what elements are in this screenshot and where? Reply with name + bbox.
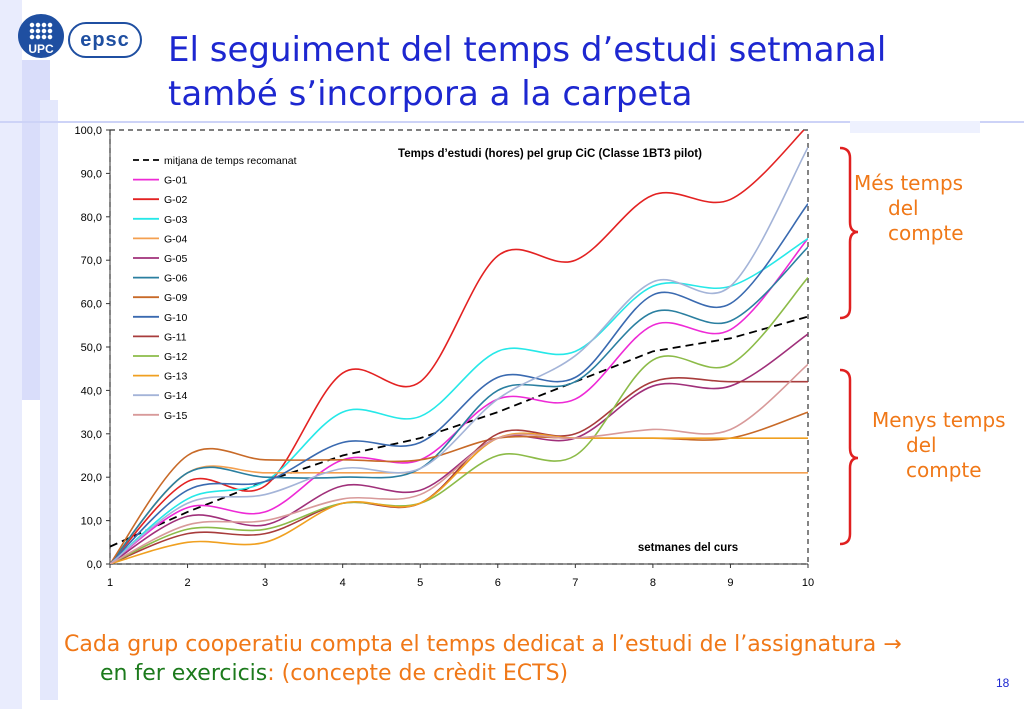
y-tick-label: 70,0 — [81, 255, 102, 267]
more-line-3: compte — [888, 221, 964, 245]
upc-logo-text: UPC — [28, 42, 54, 56]
series-line-g-10 — [110, 203, 808, 564]
x-tick-label: 8 — [650, 577, 656, 589]
less-line-2: del — [906, 433, 937, 457]
legend-label: G-01 — [164, 175, 188, 187]
series-group — [110, 130, 808, 564]
y-tick-label: 50,0 — [81, 342, 102, 354]
x-axis-label: setmanes del curs — [638, 542, 738, 554]
x-tick-label: 5 — [417, 577, 423, 589]
y-tick-label: 30,0 — [81, 429, 102, 441]
legend-label: G-04 — [164, 233, 188, 245]
less-time-label: Menys temps del compte — [872, 408, 1006, 483]
legend-label: G-10 — [164, 312, 188, 324]
epsc-logo: epsc — [68, 22, 142, 58]
study-time-chart: 0,0 10,0 20,0 30,0 40,0 50,0 60,0 70,0 80,0 90,0 1… — [74, 125, 814, 589]
background-stripe — [0, 0, 22, 709]
legend-label: mitjana de temps recomanat — [164, 155, 297, 167]
page-number: 18 — [996, 676, 1010, 690]
less-line-1: Menys temps — [872, 408, 1006, 432]
upc-logo: UPC — [18, 14, 64, 58]
x-tick-label: 1 — [107, 577, 113, 589]
y-tick-label: 10,0 — [81, 516, 102, 528]
y-tick-label: 100,0 — [74, 125, 102, 137]
x-tick-label: 10 — [802, 577, 814, 589]
y-tick-label: 80,0 — [81, 212, 102, 224]
brace-more — [839, 146, 859, 320]
series-line-g-01 — [110, 237, 808, 564]
legend-label: G-02 — [164, 194, 188, 206]
legend-label: G-14 — [164, 390, 188, 402]
title-line-1: El seguiment del temps d’estudi setmanal — [168, 30, 887, 70]
x-tick-label: 3 — [262, 577, 268, 589]
brace-less — [839, 368, 859, 546]
legend-label: G-15 — [164, 410, 188, 422]
series-line-g-05 — [110, 333, 808, 564]
x-tick-label: 4 — [340, 577, 346, 589]
y-tick-label: 0,0 — [87, 559, 102, 571]
series-line-g-06 — [110, 246, 808, 564]
x-tick-label: 7 — [572, 577, 578, 589]
header-rule-accent — [850, 121, 980, 133]
series-line-g-14 — [110, 146, 808, 564]
brace-graphics — [839, 146, 859, 546]
less-line-3: compte — [906, 458, 982, 482]
legend-label: G-05 — [164, 253, 188, 265]
header-rule — [0, 121, 1024, 123]
x-tick-label: 9 — [727, 577, 733, 589]
series-line-g-02 — [110, 130, 805, 564]
series-line-g-11 — [110, 377, 808, 564]
plot-frame — [109, 129, 809, 565]
legend-label: G-03 — [164, 214, 188, 226]
x-tick-label: 2 — [184, 577, 190, 589]
title-line-2: també s’incorpora a la carpeta — [168, 74, 693, 114]
logo-dots-icon — [29, 22, 53, 40]
more-line-1: Més temps — [854, 171, 964, 195]
y-tick-label: 20,0 — [81, 472, 102, 484]
caption-line-2: en fer exercicis: (concepte de crèdit EC… — [64, 659, 902, 688]
caption-line-1: Cada grup cooperatiu compta el temps ded… — [64, 632, 902, 657]
more-time-label: Més temps del compte — [854, 171, 964, 246]
series-line-g-12 — [110, 277, 808, 564]
legend-label: G-13 — [164, 371, 188, 383]
series-line-g-03 — [110, 237, 808, 564]
legend-label: G-06 — [164, 273, 188, 285]
slide-title: El seguiment del temps d’estudi setmanal… — [168, 28, 886, 116]
y-tick-label: 40,0 — [81, 385, 102, 397]
legend-label: G-12 — [164, 351, 188, 363]
more-line-2: del — [888, 196, 919, 220]
series-line-g-13 — [110, 432, 808, 564]
series-line-g-09 — [110, 411, 808, 564]
slide-caption: Cada grup cooperatiu compta el temps ded… — [64, 630, 902, 688]
caption-rest: : (concepte de crèdit ECTS) — [267, 661, 569, 686]
caption-highlight: en fer exercicis — [100, 661, 268, 686]
chart-title: Temps d’estudi (hores) pel grup CiC (Cla… — [398, 148, 702, 160]
legend-label: G-11 — [164, 331, 187, 343]
background-stripe — [40, 100, 58, 700]
legend-label: G-09 — [164, 292, 188, 304]
x-tick-label: 6 — [495, 577, 501, 589]
series-line-mitjana-de-temps-recomanat — [110, 315, 808, 548]
y-tick-label: 60,0 — [81, 299, 102, 311]
y-tick-label: 90,0 — [81, 168, 102, 180]
series-line-g-15 — [110, 363, 808, 564]
